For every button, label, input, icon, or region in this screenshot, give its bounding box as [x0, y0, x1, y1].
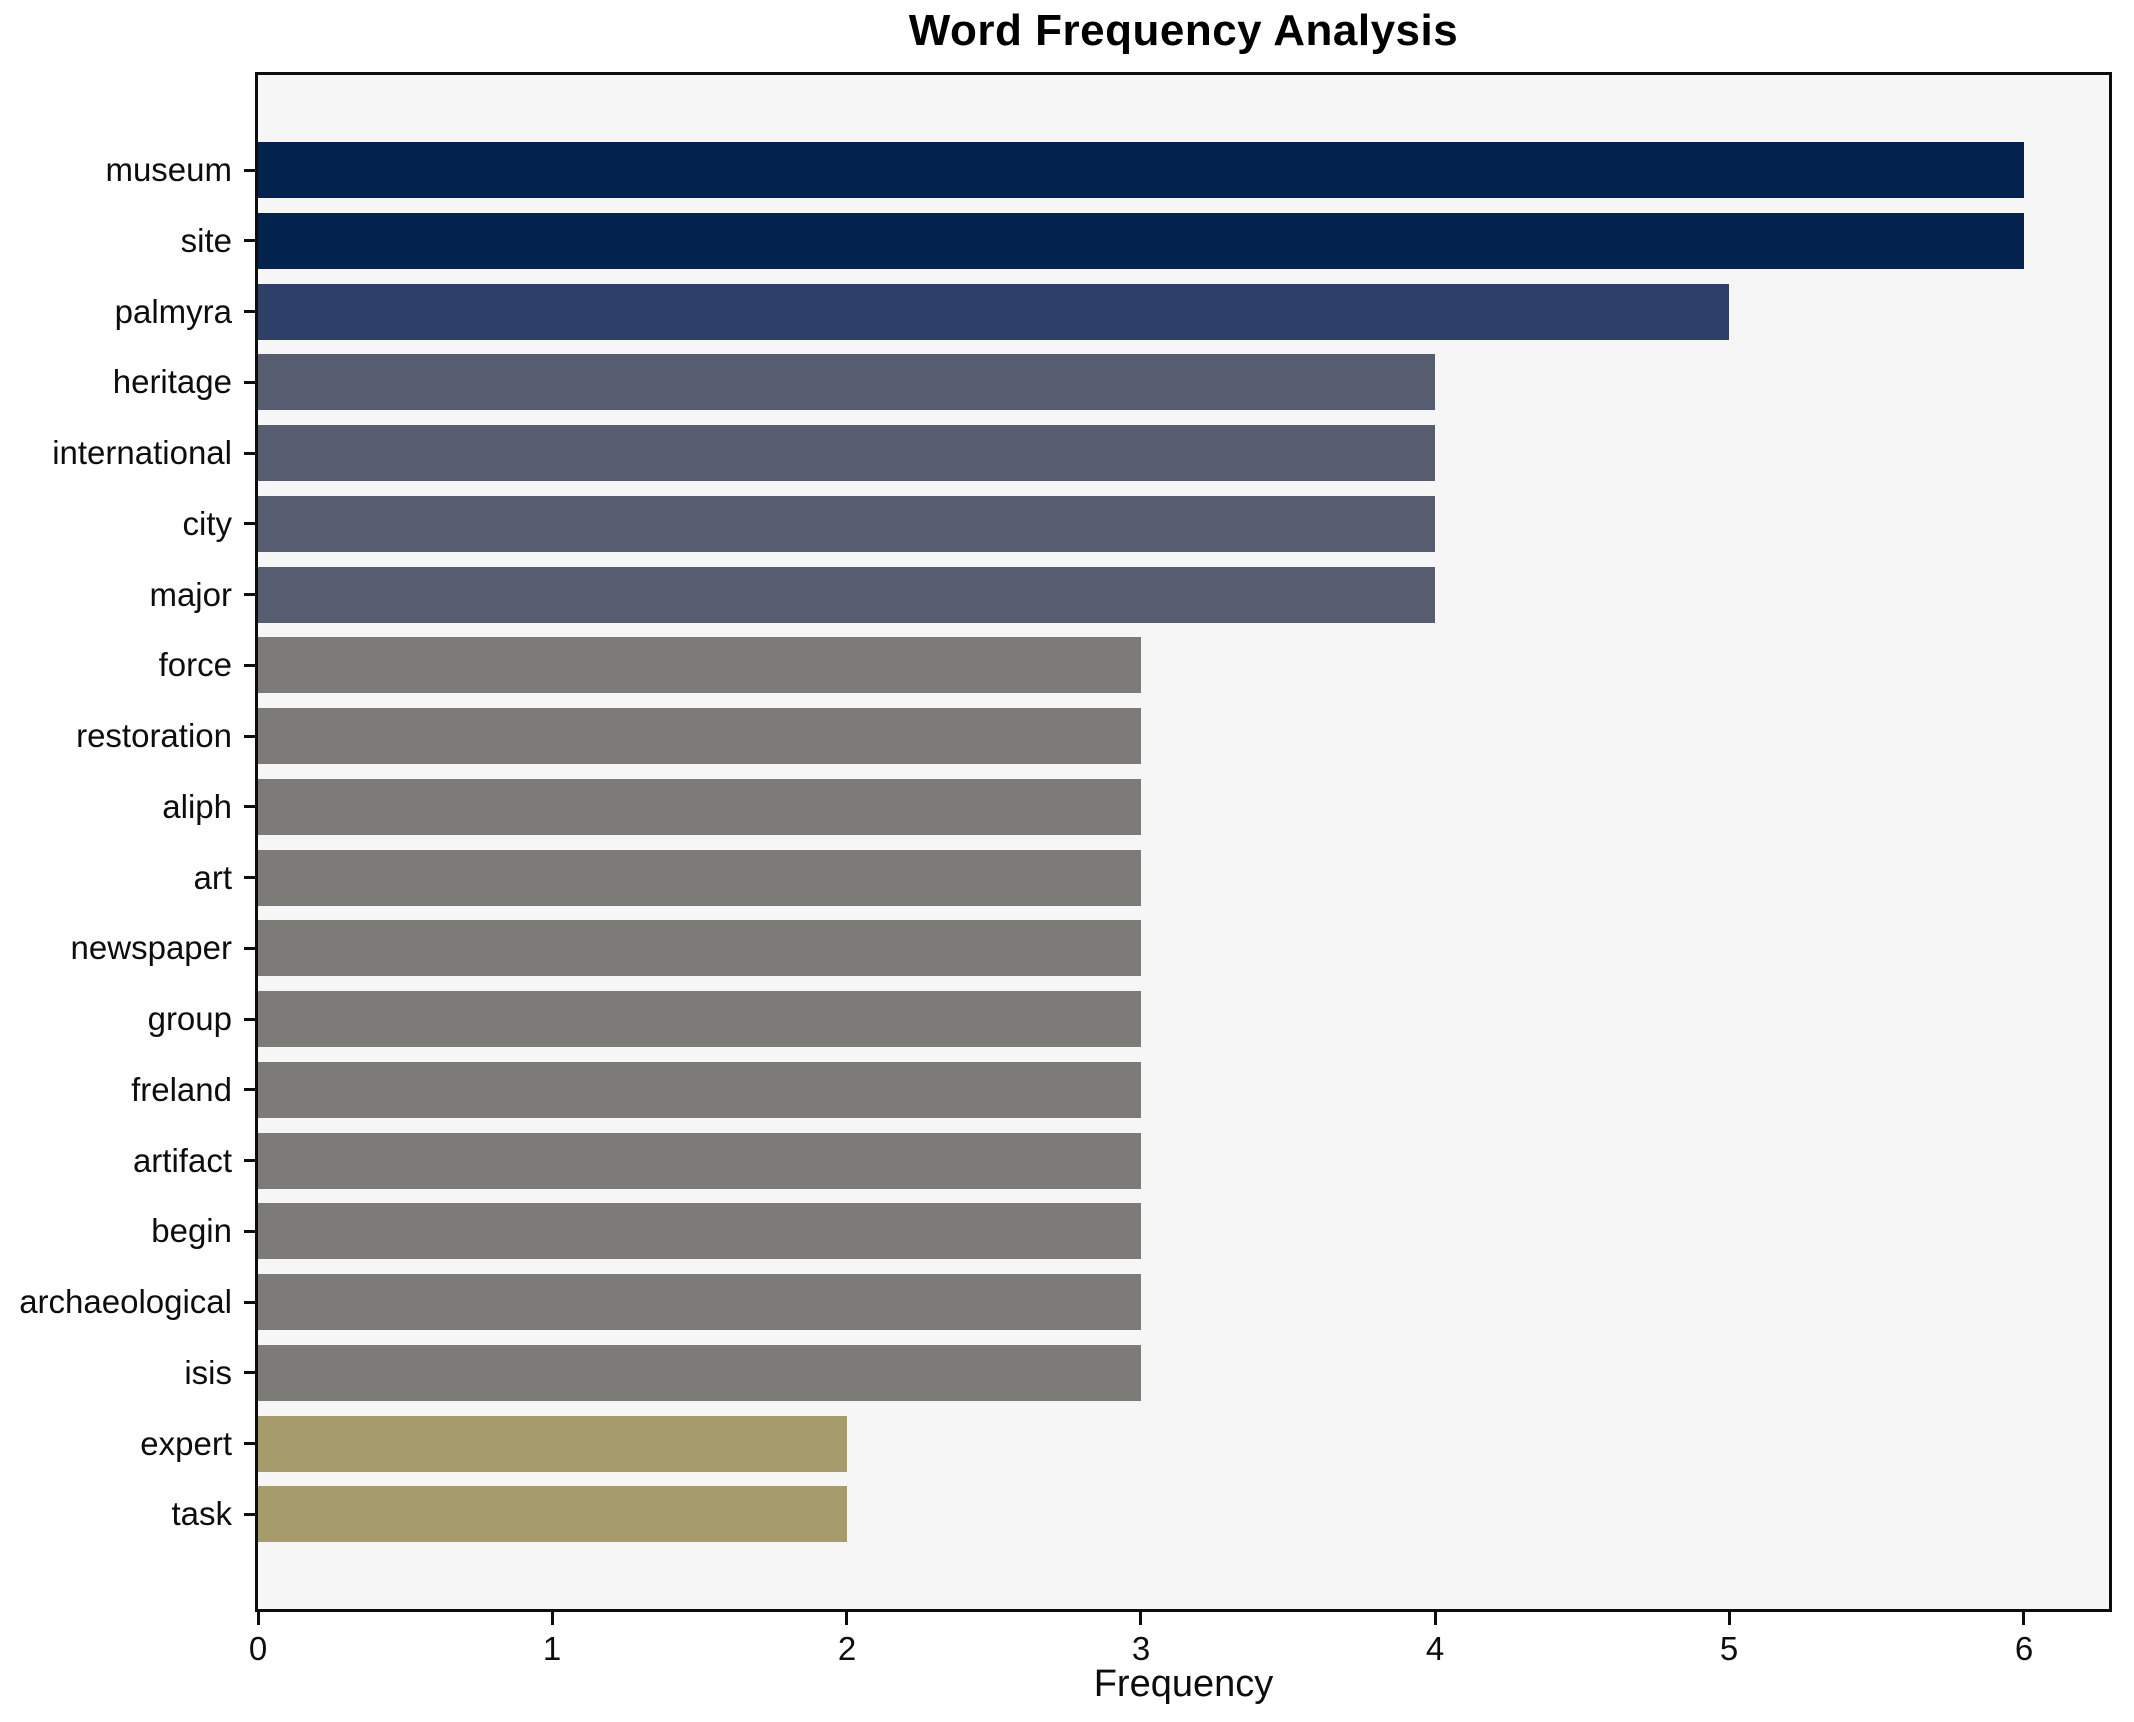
y-tick-label: begin [151, 1212, 232, 1249]
bar-artifact [258, 1133, 1141, 1189]
x-tick-mark [1728, 1612, 1731, 1625]
y-tick-mark [244, 876, 255, 879]
y-tick-mark [244, 593, 255, 596]
x-tick-mark [257, 1612, 260, 1625]
plot-area [255, 72, 2112, 1612]
bar-restoration [258, 708, 1141, 764]
y-tick-label: isis [184, 1354, 232, 1391]
y-tick-label: artifact [132, 1142, 232, 1179]
bar-aliph [258, 779, 1141, 835]
bar-palmyra [258, 284, 1729, 340]
y-tick-label: site [180, 222, 232, 259]
y-tick-mark [244, 452, 255, 455]
y-tick-label: heritage [112, 363, 232, 400]
y-tick-label: force [158, 646, 232, 683]
y-tick-mark [244, 381, 255, 384]
x-tick-label: 0 [248, 1630, 268, 1667]
x-axis-label: Frequency [1093, 1663, 1274, 1705]
y-tick-label: restoration [76, 717, 232, 754]
y-tick-label: city [182, 505, 233, 542]
bar-international [258, 425, 1435, 481]
y-tick-mark [244, 1442, 255, 1445]
y-tick-label: international [52, 434, 232, 471]
x-tick-mark [551, 1612, 554, 1625]
bar-newspaper [258, 920, 1141, 976]
bar-museum [258, 142, 2024, 198]
x-tick-mark [845, 1612, 848, 1625]
x-tick-label: 2 [837, 1630, 857, 1667]
bar-group [258, 991, 1141, 1047]
y-tick-mark [244, 239, 255, 242]
x-tick-label: 5 [1719, 1630, 1739, 1667]
y-tick-mark [244, 1301, 255, 1304]
y-tick-mark [244, 1230, 255, 1233]
bar-site [258, 213, 2024, 269]
y-tick-label: palmyra [114, 293, 232, 330]
bar-archaeological [258, 1274, 1141, 1330]
y-tick-mark [244, 522, 255, 525]
y-tick-mark [244, 947, 255, 950]
bar-task [258, 1486, 847, 1542]
y-tick-mark [244, 805, 255, 808]
y-tick-mark [244, 310, 255, 313]
y-tick-label: museum [105, 151, 232, 188]
y-tick-mark [244, 664, 255, 667]
y-tick-label: aliph [162, 788, 232, 825]
x-tick-mark [1434, 1612, 1437, 1625]
y-tick-mark [244, 1371, 255, 1374]
y-tick-mark [244, 1018, 255, 1021]
bar-isis [258, 1345, 1141, 1401]
x-tick-label: 3 [1131, 1630, 1151, 1667]
y-tick-label: archaeological [19, 1283, 232, 1320]
y-tick-label: major [149, 576, 232, 613]
y-tick-mark [244, 1088, 255, 1091]
bar-freland [258, 1062, 1141, 1118]
chart-title: Word Frequency Analysis [908, 6, 1459, 55]
bar-heritage [258, 354, 1435, 410]
bar-city [258, 496, 1435, 552]
y-tick-label: art [193, 859, 232, 896]
bar-force [258, 637, 1141, 693]
y-tick-mark [244, 169, 255, 172]
bar-major [258, 567, 1435, 623]
y-tick-mark [244, 1159, 255, 1162]
y-tick-label: freland [131, 1071, 232, 1108]
x-tick-label: 4 [1425, 1630, 1445, 1667]
bar-art [258, 850, 1141, 906]
x-tick-mark [2022, 1612, 2025, 1625]
x-tick-mark [1139, 1612, 1142, 1625]
bar-expert [258, 1416, 847, 1472]
y-tick-label: group [147, 1000, 232, 1037]
y-tick-label: expert [140, 1425, 232, 1462]
x-tick-label: 1 [542, 1630, 562, 1667]
x-tick-label: 6 [2014, 1630, 2034, 1667]
y-tick-mark [244, 735, 255, 738]
y-tick-label: task [171, 1495, 232, 1532]
bar-begin [258, 1203, 1141, 1259]
y-tick-label: newspaper [70, 929, 232, 966]
y-tick-mark [244, 1513, 255, 1516]
